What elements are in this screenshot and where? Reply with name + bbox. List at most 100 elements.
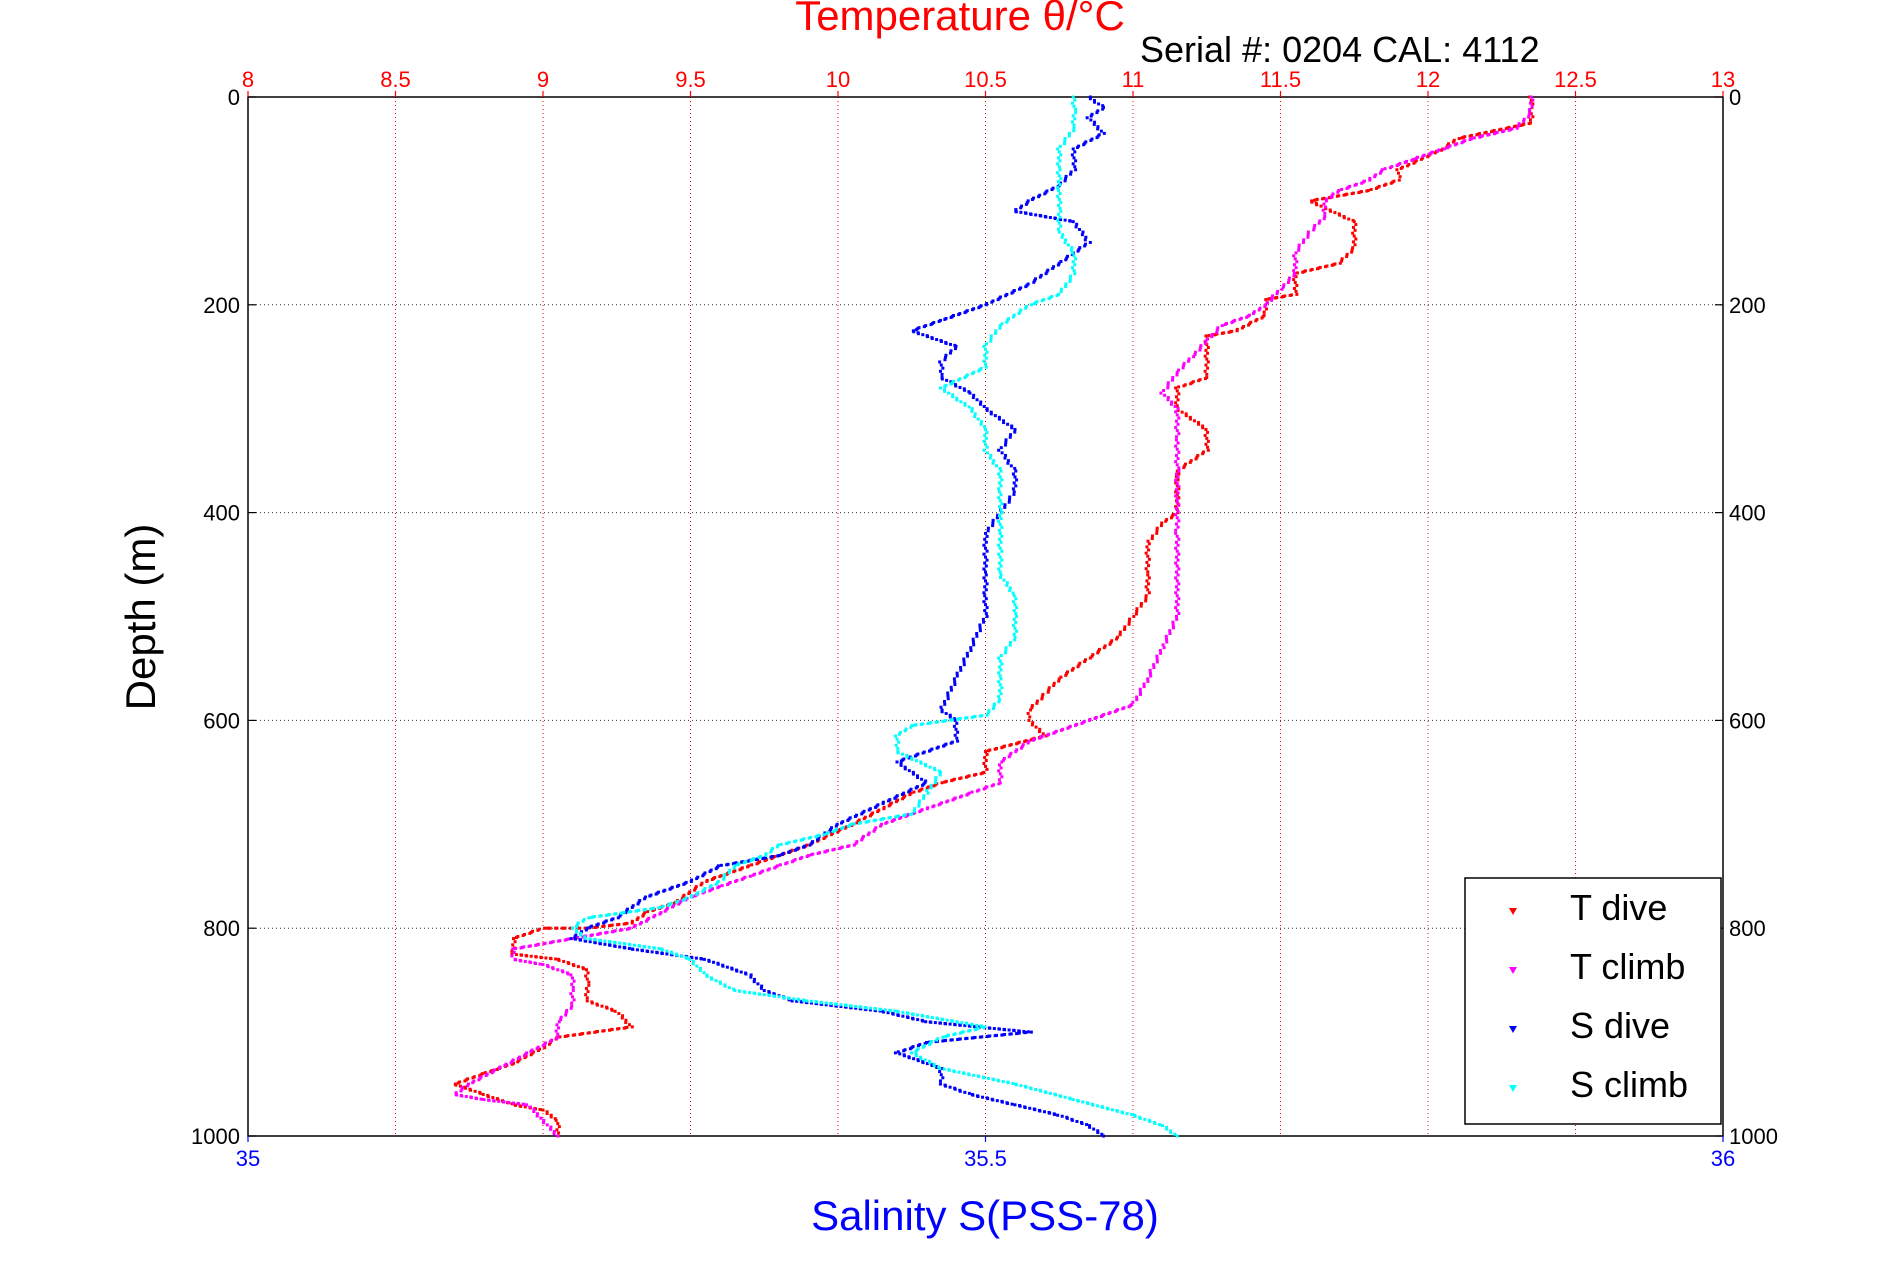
- data-point: [922, 325, 926, 329]
- data-point: [901, 1010, 905, 1014]
- data-point: [632, 925, 636, 929]
- data-point: [1457, 137, 1461, 141]
- data-point: [1007, 500, 1011, 504]
- data-point: [1170, 400, 1174, 404]
- data-point: [924, 779, 928, 783]
- data-point: [1275, 292, 1279, 296]
- data-point: [1029, 212, 1033, 216]
- data-point: [984, 564, 988, 568]
- data-point: [922, 794, 926, 798]
- data-point: [551, 967, 555, 971]
- data-point: [1081, 1100, 1085, 1104]
- data-point: [647, 945, 651, 949]
- data-point: [1295, 292, 1299, 296]
- data-point: [1306, 230, 1310, 234]
- data-point: [1182, 361, 1186, 365]
- data-point: [556, 1134, 560, 1138]
- data-point: [1357, 191, 1361, 195]
- data-point: [1052, 731, 1056, 735]
- data-point: [1389, 181, 1393, 185]
- data-point: [907, 756, 911, 760]
- data-point: [1074, 159, 1078, 163]
- data-point: [756, 982, 760, 986]
- data-point: [748, 874, 752, 878]
- data-point: [538, 962, 542, 966]
- data-point: [466, 1084, 470, 1088]
- data-point: [919, 761, 923, 765]
- data-point: [573, 937, 577, 941]
- data-point: [532, 1110, 536, 1114]
- data-point: [657, 947, 661, 951]
- data-point: [1240, 326, 1244, 330]
- data-point: [1174, 505, 1178, 509]
- data-point: [1292, 272, 1296, 276]
- data-point: [625, 927, 629, 931]
- data-point: [672, 901, 676, 905]
- data-point: [675, 900, 679, 904]
- data-point: [545, 1110, 549, 1114]
- data-point: [1121, 1111, 1125, 1115]
- data-point: [855, 821, 859, 825]
- data-point: [999, 540, 1003, 544]
- data-point: [864, 820, 868, 824]
- data-point: [1061, 233, 1065, 237]
- data-point: [1215, 328, 1219, 332]
- data-point: [1528, 107, 1532, 111]
- data-point: [1029, 1030, 1033, 1034]
- data-point: [479, 1097, 483, 1101]
- data-point: [887, 816, 891, 820]
- data-point: [790, 860, 794, 864]
- data-point: [541, 1044, 545, 1048]
- data-point: [464, 1095, 468, 1099]
- data-point: [552, 1132, 556, 1136]
- data-point: [1352, 220, 1356, 224]
- data-point: [854, 1006, 858, 1010]
- data-point: [1145, 579, 1149, 583]
- data-point: [894, 743, 898, 747]
- data-point: [949, 349, 953, 353]
- data-point: [595, 923, 599, 927]
- data-point: [1026, 199, 1030, 203]
- data-point: [921, 1014, 925, 1018]
- data-point: [1368, 176, 1372, 180]
- data-point: [1110, 639, 1114, 643]
- data-point: [1088, 240, 1092, 244]
- data-point: [982, 620, 986, 624]
- data-point: [984, 555, 987, 559]
- data-point: [984, 436, 988, 440]
- data-point: [1017, 287, 1021, 291]
- data-point: [985, 350, 989, 354]
- data-point: [1012, 313, 1016, 317]
- serial-cal-label: Serial #: 0204 CAL: 4112: [1140, 29, 1540, 70]
- data-point: [991, 461, 995, 465]
- data-point: [1008, 743, 1012, 747]
- data-point: [859, 1007, 863, 1011]
- data-point: [849, 1004, 853, 1008]
- data-point: [557, 1125, 561, 1129]
- data-point: [1078, 661, 1082, 665]
- data-point: [1066, 726, 1070, 730]
- data-point: [1146, 539, 1150, 543]
- data-point: [511, 947, 515, 951]
- data-point: [906, 1016, 910, 1020]
- data-point: [868, 1006, 872, 1010]
- data-point: [1160, 521, 1164, 525]
- data-point: [1092, 98, 1096, 102]
- data-point: [911, 772, 915, 776]
- data-point: [1345, 186, 1349, 190]
- data-point: [902, 1049, 906, 1053]
- data-point: [1176, 603, 1180, 607]
- data-point: [595, 1003, 599, 1007]
- data-point: [943, 780, 947, 784]
- data-point: [557, 1131, 561, 1135]
- data-point: [1018, 310, 1022, 314]
- data-point: [1084, 235, 1088, 239]
- data-point: [770, 847, 774, 851]
- data-point: [951, 393, 955, 397]
- data-point: [997, 448, 1001, 452]
- data-point: [1162, 389, 1166, 393]
- data-point: [1174, 561, 1178, 565]
- data-point: [985, 767, 989, 771]
- data-point: [1033, 279, 1037, 283]
